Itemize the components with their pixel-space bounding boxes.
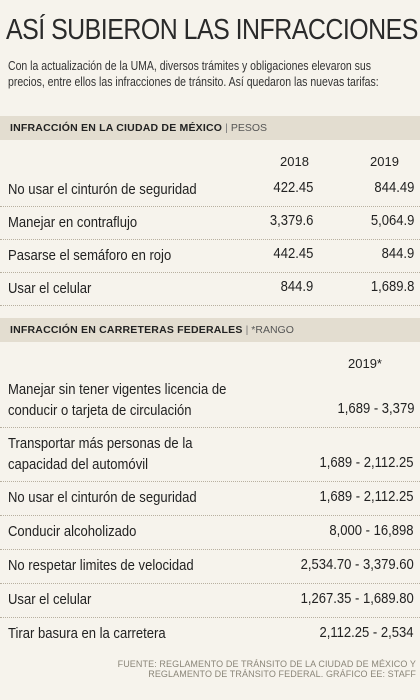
table-row: Transportar más personas de la capacidad … (0, 428, 420, 482)
value-2018: 442.45 (273, 246, 313, 262)
infraction-label: No usar el cinturón de seguridad (8, 182, 197, 198)
table-row: No usar el cinturón de seguridad 422.45 84… (0, 174, 420, 207)
value-2018: 3,379.6 (269, 213, 313, 229)
value-2018: 844.9 (280, 279, 313, 295)
federal-section-header: INFRACCIÓN EN CARRETERAS FEDERALES | *RANG… (0, 318, 420, 342)
value-range-2019: 1,689 - 3,379 (337, 401, 414, 417)
intro-paragraph: Con la actualización de la UMA, diversos… (8, 58, 411, 90)
table-row: No usar el cinturón de seguridad 1,689 - … (0, 482, 420, 516)
value-range-2019: 2,534.70 - 3,379.60 (300, 557, 414, 573)
value-2019: 5,064.9 (370, 213, 414, 229)
infraction-label: Transportar más personas de la (8, 436, 193, 452)
cdmx-col-2018: 2018 (280, 154, 309, 169)
intro-line: Con la actualización de la UMA, diversos… (8, 59, 372, 73)
infraction-label: No respetar limites de velocidad (8, 558, 194, 574)
infraction-label: Usar el celular (8, 281, 92, 297)
value-2019: 1,689.8 (370, 279, 414, 295)
table-row: Manejar en contraflujo 3,379.6 5,064.9 (0, 207, 420, 240)
footer-line: REGLAMENTO DE TRÁNSITO FEDERAL. GRÁFICO … (148, 669, 416, 679)
table-row: No respetar limites de velocidad 2,534.70… (0, 550, 420, 584)
value-range-2019: 1,689 - 2,112.25 (319, 455, 414, 471)
footer-line: FUENTE: REGLAMENTO DE TRÁNSITO DE LA CIU… (117, 659, 416, 669)
table-row: Conducir alcoholizado 8,000 - 16,898 (0, 516, 420, 550)
value-2019: 844.9 (381, 246, 414, 262)
cdmx-section-title: INFRACCIÓN EN LA CIUDAD DE MÉXICO (10, 122, 223, 134)
table-row: Pasarse el semáforo en rojo 442.45 844.9 (0, 240, 420, 273)
infraction-label: Manejar en contraflujo (8, 215, 138, 231)
cdmx-col-2019: 2019 (370, 154, 399, 169)
infraction-label: Tirar basura en la carretera (8, 626, 166, 642)
table-row: Usar el celular 1,267.35 - 1,689.80 (0, 584, 420, 618)
section-divider: | (225, 122, 228, 134)
value-2018: 422.45 (273, 180, 313, 196)
table-row: Manejar sin tener vigentes licencia de co… (0, 374, 420, 428)
source-footer: FUENTE: REGLAMENTO DE TRÁNSITO DE LA CIU… (118, 659, 416, 679)
value-range-2019: 2,112.25 - 2,534 (319, 625, 414, 641)
section-divider: | (245, 324, 249, 336)
federal-section-title: INFRACCIÓN EN CARRETERAS FEDERALES (10, 324, 243, 336)
infraction-label: Manejar sin tener vigentes licencia de (8, 382, 227, 398)
infraction-label: Usar el celular (8, 592, 92, 608)
infraction-label: Pasarse el semáforo en rojo (8, 248, 172, 264)
value-range-2019: 1,267.35 - 1,689.80 (300, 591, 414, 607)
infraction-label: No usar el cinturón de seguridad (8, 490, 197, 506)
value-range-2019: 1,689 - 2,112.25 (319, 489, 414, 505)
value-range-2019: 8,000 - 16,898 (329, 523, 414, 539)
federal-unit-label: *RANGO (251, 324, 294, 336)
infraction-label: conducir o tarjeta de circulación (8, 403, 192, 419)
cdmx-unit-label: PESOS (230, 122, 268, 134)
infraction-label: Conducir alcoholizado (8, 524, 137, 540)
intro-line: precios, entre ellos las infracciones de… (8, 75, 379, 89)
value-2019: 844.49 (374, 180, 414, 196)
table-row: Usar el celular 844.9 1,689.8 (0, 273, 420, 306)
page-title: ASÍ SUBIERON LAS INFRACCIONES (6, 14, 418, 46)
infraction-label: capacidad del automóvil (8, 457, 149, 473)
table-row: Tirar basura en la carretera 2,112.25 - 2… (0, 618, 420, 652)
cdmx-section-header: INFRACCIÓN EN LA CIUDAD DE MÉXICO | PESOS (0, 116, 420, 140)
federal-col-2019: 2019* (348, 356, 382, 371)
